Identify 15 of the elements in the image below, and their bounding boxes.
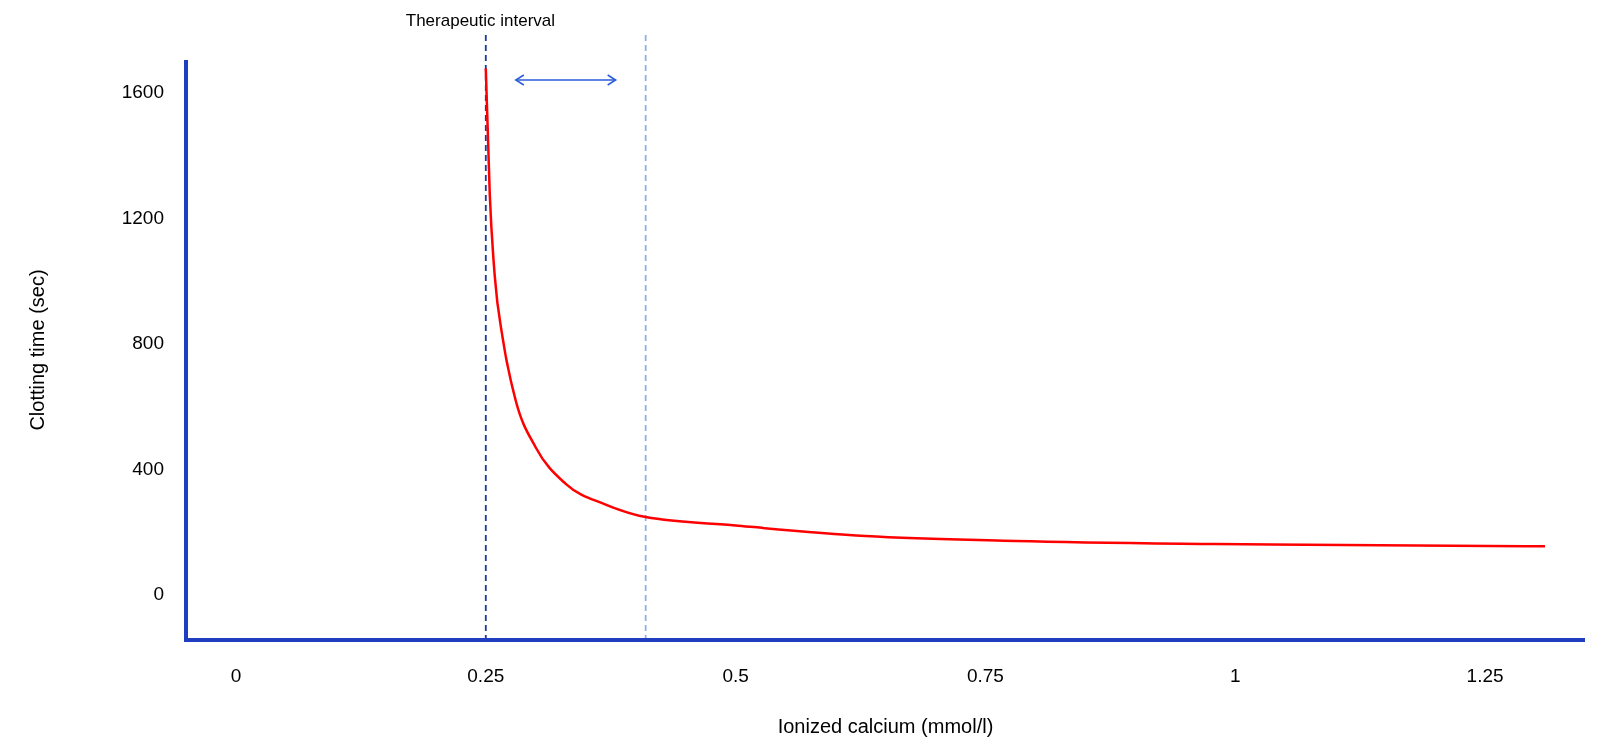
x-tick-label: 1.25 <box>1466 665 1504 686</box>
y-tick-label: 800 <box>132 332 164 354</box>
y-tick-label: 1600 <box>121 81 164 103</box>
x-tick-label: 1 <box>1229 665 1241 686</box>
line-series <box>484 67 1547 548</box>
text: Therapeutic interval <box>405 11 556 30</box>
y-tick-label: 400 <box>132 457 164 479</box>
x-tick-label: 0.25 <box>467 665 505 686</box>
y-tick-label: 0 <box>153 582 164 604</box>
x-axis-title: Ionized calcium (mmol/l) <box>777 715 994 737</box>
x-tick-label: 0 <box>230 665 242 686</box>
x-tick-label: 0.5 <box>722 665 749 686</box>
y-axis-title: Clotting time (sec) <box>26 269 48 431</box>
x-tick-label: 0.75 <box>966 665 1004 686</box>
y-tick-label: 1200 <box>121 206 164 228</box>
